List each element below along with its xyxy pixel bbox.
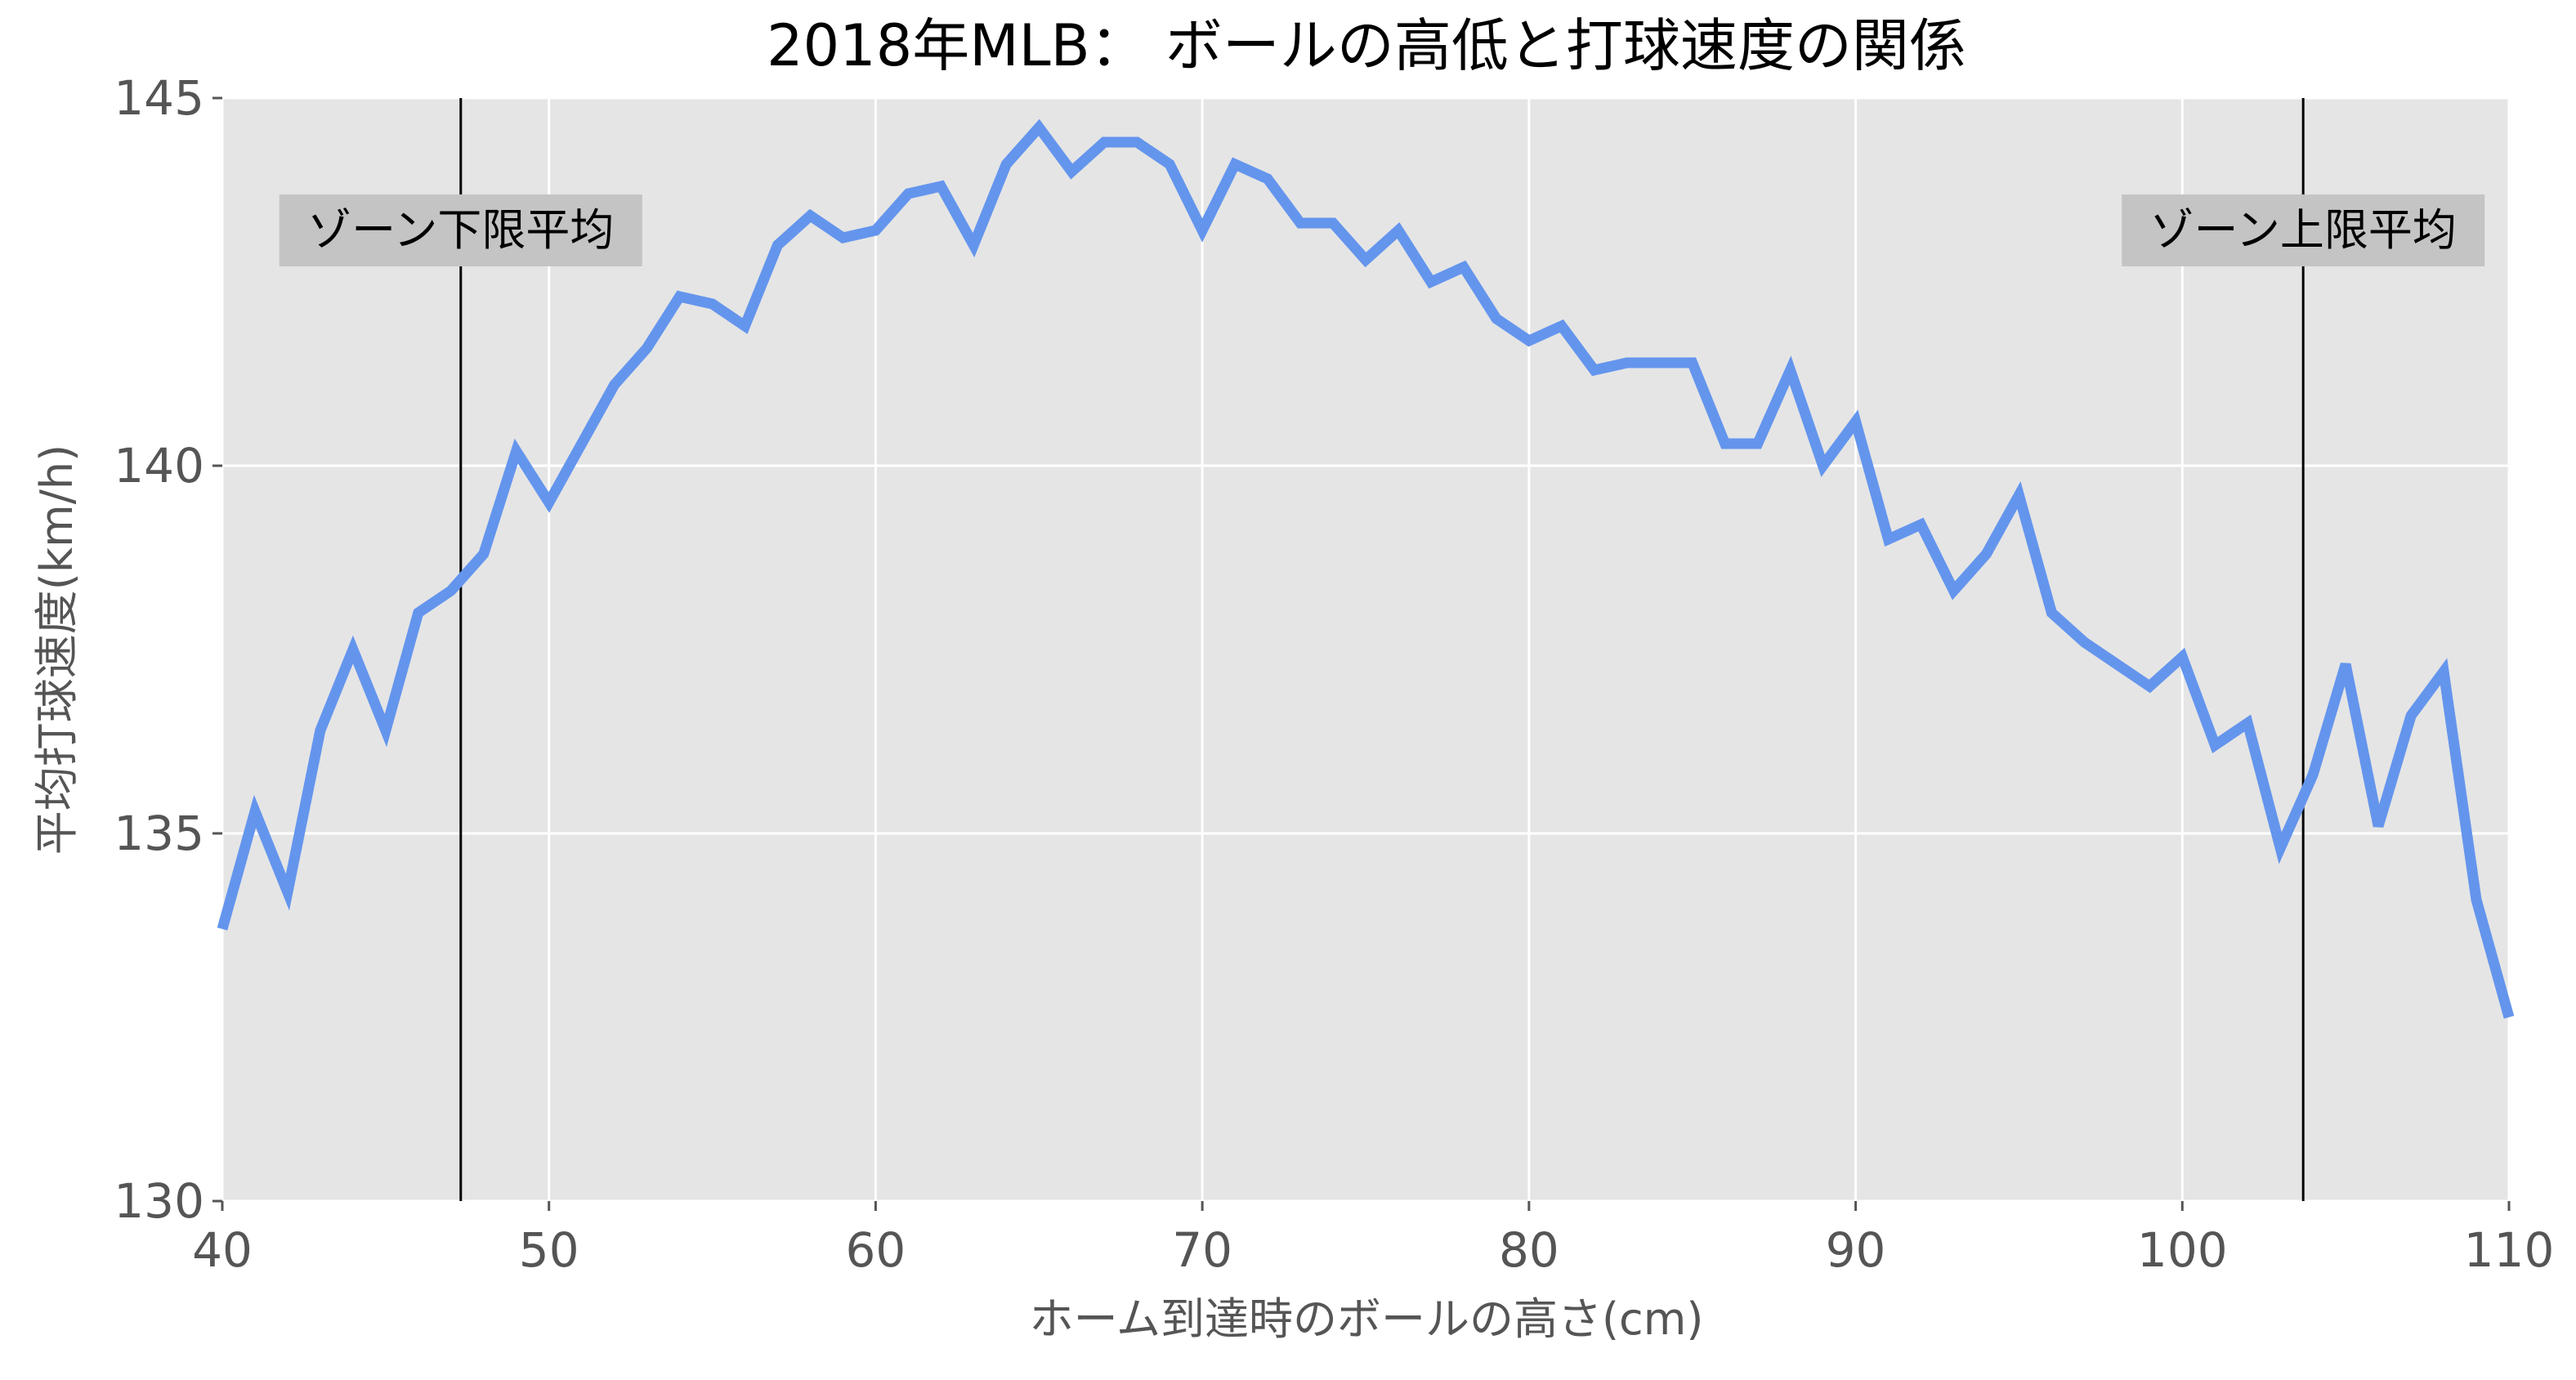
- chart-title: 2018年MLB： ボールの高低と打球速度の関係: [767, 12, 1966, 79]
- x-axis-label: ホーム到達時のボールの高さ(cm): [1030, 1293, 1704, 1345]
- x-tick-label: 50: [519, 1222, 579, 1278]
- series-line: [217, 118, 2515, 1019]
- x-tick-label: 80: [1499, 1222, 1559, 1278]
- y-tick-label: 140: [114, 438, 204, 493]
- y-tick-label: 130: [114, 1173, 204, 1229]
- x-tick-label: 90: [1826, 1222, 1886, 1278]
- annotation-label: ゾーン下限平均: [307, 204, 614, 256]
- x-tick-label: 100: [2137, 1222, 2228, 1278]
- axes: 40 50 60 70 80 90 100 110 130 135 140 145: [114, 70, 2554, 1278]
- annotation-box: [279, 194, 642, 266]
- x-tick-label: 70: [1172, 1222, 1232, 1278]
- annotations: ゾーン下限平均 ゾーン上限平均: [279, 194, 2485, 266]
- x-tick-label: 40: [192, 1222, 253, 1278]
- reference-lines: [459, 98, 2305, 1201]
- y-tick-label: 135: [114, 806, 204, 861]
- plot-area: [222, 98, 2509, 1201]
- annotation-box: [2122, 194, 2485, 266]
- y-tick-label: 145: [114, 70, 204, 126]
- x-tick-label: 60: [846, 1222, 906, 1278]
- series-layer: [217, 118, 2515, 1019]
- x-tick-label: 110: [2464, 1222, 2555, 1278]
- grid-lines: [221, 96, 2511, 1203]
- annotation-label: ゾーン上限平均: [2150, 204, 2457, 256]
- y-axis-label: 平均打球速度(km/h): [31, 444, 83, 855]
